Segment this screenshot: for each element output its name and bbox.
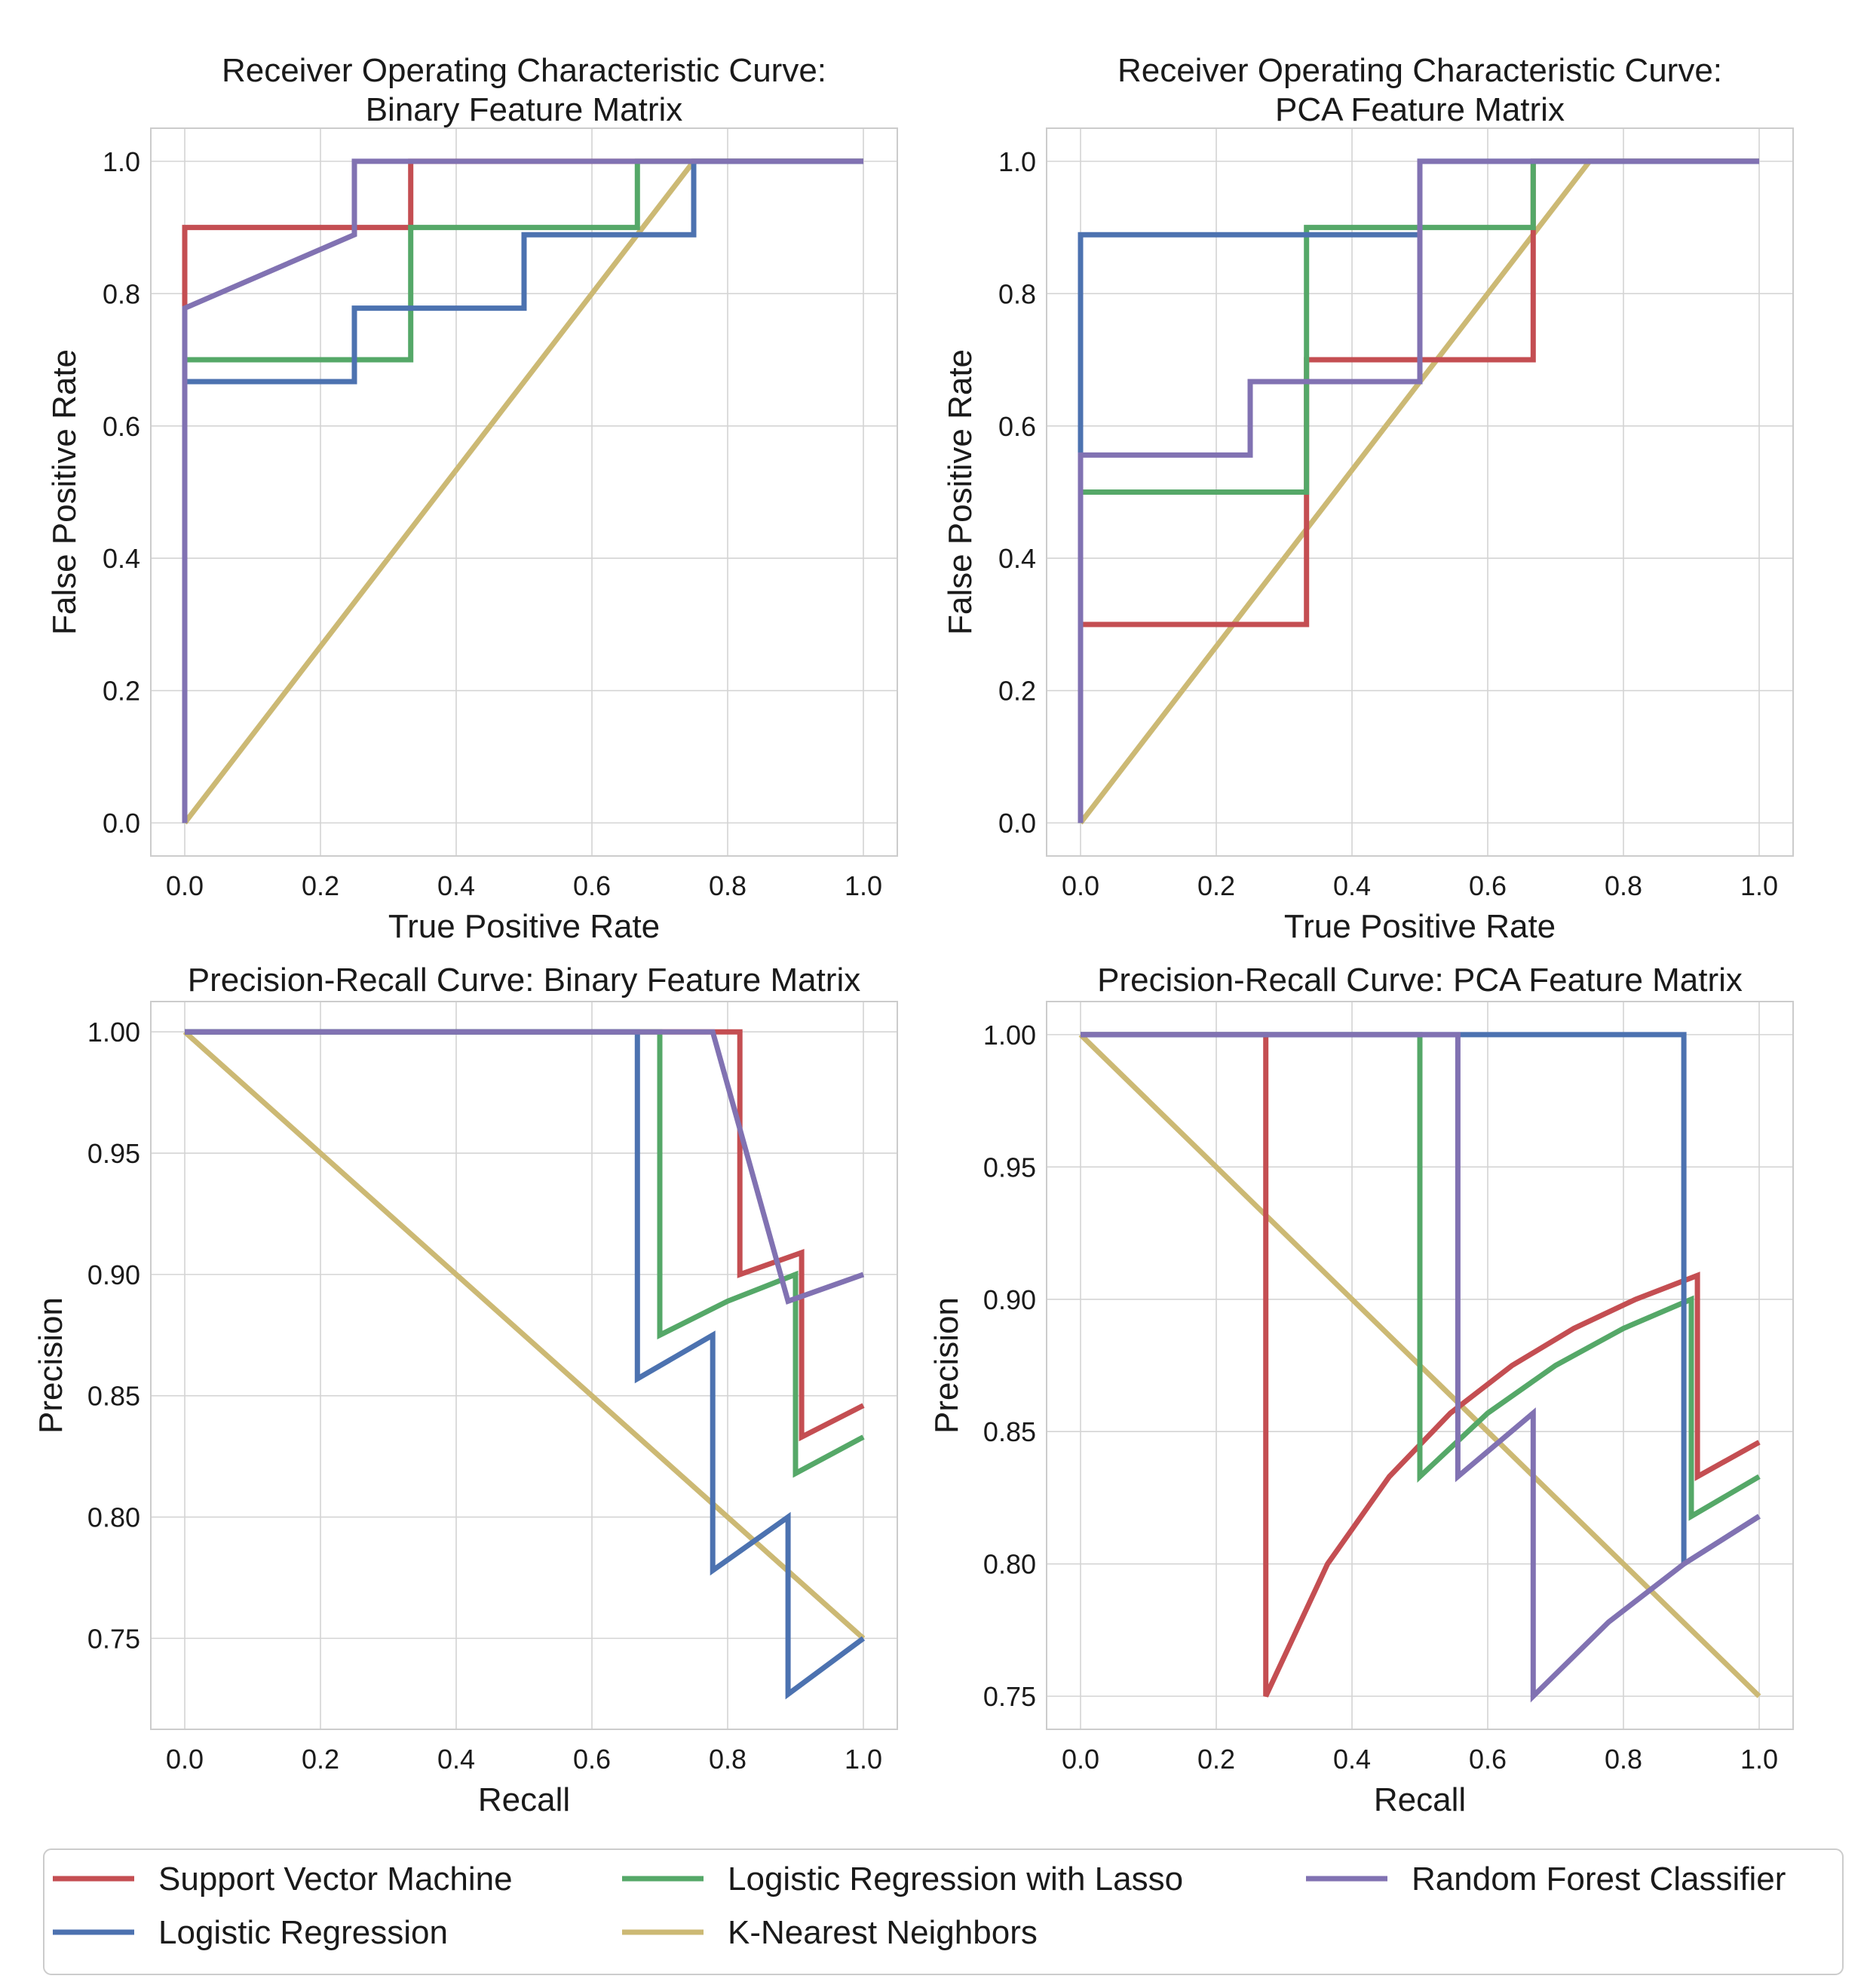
y-axis-label: False Positive Rate: [46, 349, 83, 635]
plot-frame: [1046, 127, 1794, 857]
y-tick-label: 0.6: [998, 411, 1036, 442]
x-tick-label: 0.2: [302, 1744, 339, 1775]
y-tick-label: 0.0: [998, 808, 1036, 839]
x-tick-label: 0.2: [1197, 870, 1235, 901]
x-tick-label: 0.8: [1605, 870, 1642, 901]
y-tick-label: 0.8: [103, 278, 140, 309]
gridlines: [151, 1002, 897, 1729]
series-line-support-vector-machine: [185, 1029, 865, 1442]
series-line-k-nearest-neighbors: [182, 1029, 866, 1641]
y-tick-label: 0.85: [87, 1381, 140, 1412]
chart-title: Binary Feature Matrix: [366, 91, 683, 128]
pr-binary-panel: 0.0 0.2 0.4 0.6 0.8 1.0 0.75 0.80 0.85 0.90 0.95 1.…: [32, 962, 898, 1818]
legend-label: Logistic Regression with Lasso: [728, 1861, 1183, 1897]
chart-title: Receiver Operating Characteristic Curve:: [1117, 52, 1722, 89]
chart-title: Receiver Operating Characteristic Curve:: [222, 52, 826, 89]
y-axis-label: Precision: [928, 1297, 965, 1434]
x-tick-label: 0.0: [166, 1744, 204, 1775]
x-tick-label: 0.0: [1062, 1744, 1099, 1775]
y-tick-label: 0.2: [998, 676, 1036, 707]
x-tick-label: 0.6: [573, 870, 611, 901]
plot-frame: [1046, 1001, 1794, 1730]
x-tick-label: 0.0: [166, 870, 204, 901]
x-tick-label: 0.2: [1197, 1744, 1235, 1775]
y-tick-label: 0.95: [983, 1152, 1036, 1183]
x-tick-label: 0.2: [302, 870, 339, 901]
y-axis-label: False Positive Rate: [942, 349, 979, 635]
x-tick-label: 0.6: [1469, 1744, 1507, 1775]
y-tick-label: 0.4: [998, 543, 1036, 574]
legend-label: Random Forest Classifier: [1412, 1861, 1786, 1897]
plot-frame: [150, 1001, 898, 1730]
series-line-random-forest-classifier: [1081, 1032, 1761, 1703]
y-tick-label: 0.75: [983, 1681, 1036, 1712]
x-tick-label: 0.4: [1333, 1744, 1371, 1775]
x-axis-label: True Positive Rate: [388, 908, 660, 945]
legend-item-k-nearest-neighbors: K-Nearest Neighbors: [622, 1914, 1038, 1951]
y-axis-label: Precision: [32, 1297, 69, 1434]
x-tick-label: 0.4: [1333, 870, 1371, 901]
series-line-logistic-regression-with-lasso: [1081, 1032, 1761, 1521]
y-tick-label: 0.90: [87, 1259, 140, 1290]
y-tick-label: 0.4: [103, 543, 140, 574]
x-tick-label: 1.0: [845, 1744, 882, 1775]
x-tick-label: 0.8: [709, 1744, 746, 1775]
y-tick-label: 0.0: [103, 808, 140, 839]
x-tick-label: 1.0: [1740, 1744, 1778, 1775]
series-line-logistic-regression-with-lasso: [185, 1029, 865, 1478]
x-tick-label: 0.6: [573, 1744, 611, 1775]
y-tick-label: 1.00: [983, 1020, 1036, 1051]
legend-item-logistic-regression: Logistic Regression: [53, 1914, 448, 1951]
legend-label: Support Vector Machine: [158, 1861, 513, 1897]
roc-pca-panel: 0.0 0.2 0.4 0.6 0.8 1.0 0.0 0.2 0.4 0.6 0.8 1.0 True…: [942, 52, 1794, 945]
y-tick-label: 0.95: [87, 1138, 140, 1169]
y-tick-label: 0.80: [983, 1549, 1036, 1580]
legend-item-logistic-regression-with-lasso: Logistic Regression with Lasso: [622, 1861, 1183, 1897]
y-tick-label: 0.90: [983, 1284, 1036, 1315]
legend-item-support-vector-machine: Support Vector Machine: [53, 1861, 513, 1897]
x-tick-label: 0.4: [437, 1744, 475, 1775]
pr-pca-panel: 0.0 0.2 0.4 0.6 0.8 1.0 0.75 0.80 0.85 0.90 0.95 1.…: [928, 962, 1794, 1818]
x-tick-label: 0.8: [709, 870, 746, 901]
chart-title: PCA Feature Matrix: [1275, 91, 1565, 128]
y-tick-label: 1.00: [87, 1017, 140, 1048]
legend: Support Vector Machine Logistic Regressio…: [43, 1848, 1844, 1975]
chart-title: Precision-Recall Curve: PCA Feature Matr…: [1097, 962, 1743, 999]
y-tick-label: 0.8: [998, 278, 1036, 309]
x-tick-label: 0.8: [1605, 1744, 1642, 1775]
y-tick-label: 1.0: [103, 146, 140, 177]
legend-label: K-Nearest Neighbors: [728, 1914, 1038, 1951]
series-line-logistic-regression: [182, 158, 863, 824]
series-line-random-forest-classifier: [1078, 158, 1759, 824]
y-tick-label: 0.6: [103, 411, 140, 442]
series-line-logistic-regression: [185, 1029, 866, 1700]
legend-item-random-forest-classifier: Random Forest Classifier: [1306, 1861, 1786, 1897]
x-tick-label: 0.4: [437, 870, 475, 901]
legend-box: [43, 1848, 1844, 1975]
x-axis-label: Recall: [1374, 1781, 1466, 1818]
y-tick-label: 1.0: [998, 146, 1036, 177]
x-axis-label: True Positive Rate: [1284, 908, 1556, 945]
plot-frame: [150, 127, 898, 857]
x-axis-label: Recall: [478, 1781, 570, 1818]
series-line-random-forest-classifier: [182, 158, 863, 824]
chart-title: Precision-Recall Curve: Binary Feature M…: [188, 962, 861, 999]
x-tick-label: 1.0: [1740, 870, 1778, 901]
legend-label: Logistic Regression: [158, 1914, 448, 1951]
series-line-random-forest-classifier: [185, 1029, 865, 1305]
y-tick-label: 0.85: [983, 1416, 1036, 1447]
x-tick-label: 0.6: [1469, 870, 1507, 901]
y-tick-label: 0.80: [87, 1502, 140, 1533]
series-line-support-vector-machine: [1081, 1032, 1761, 1698]
y-tick-label: 0.2: [103, 676, 140, 707]
x-tick-label: 0.0: [1062, 870, 1099, 901]
y-tick-label: 0.75: [87, 1623, 140, 1654]
roc-binary-panel: 0.0 0.2 0.4 0.6 0.8 1.0 0.0 0.2 0.4 0.6 0.8 1.0 True…: [46, 52, 898, 945]
x-tick-label: 1.0: [845, 870, 882, 901]
